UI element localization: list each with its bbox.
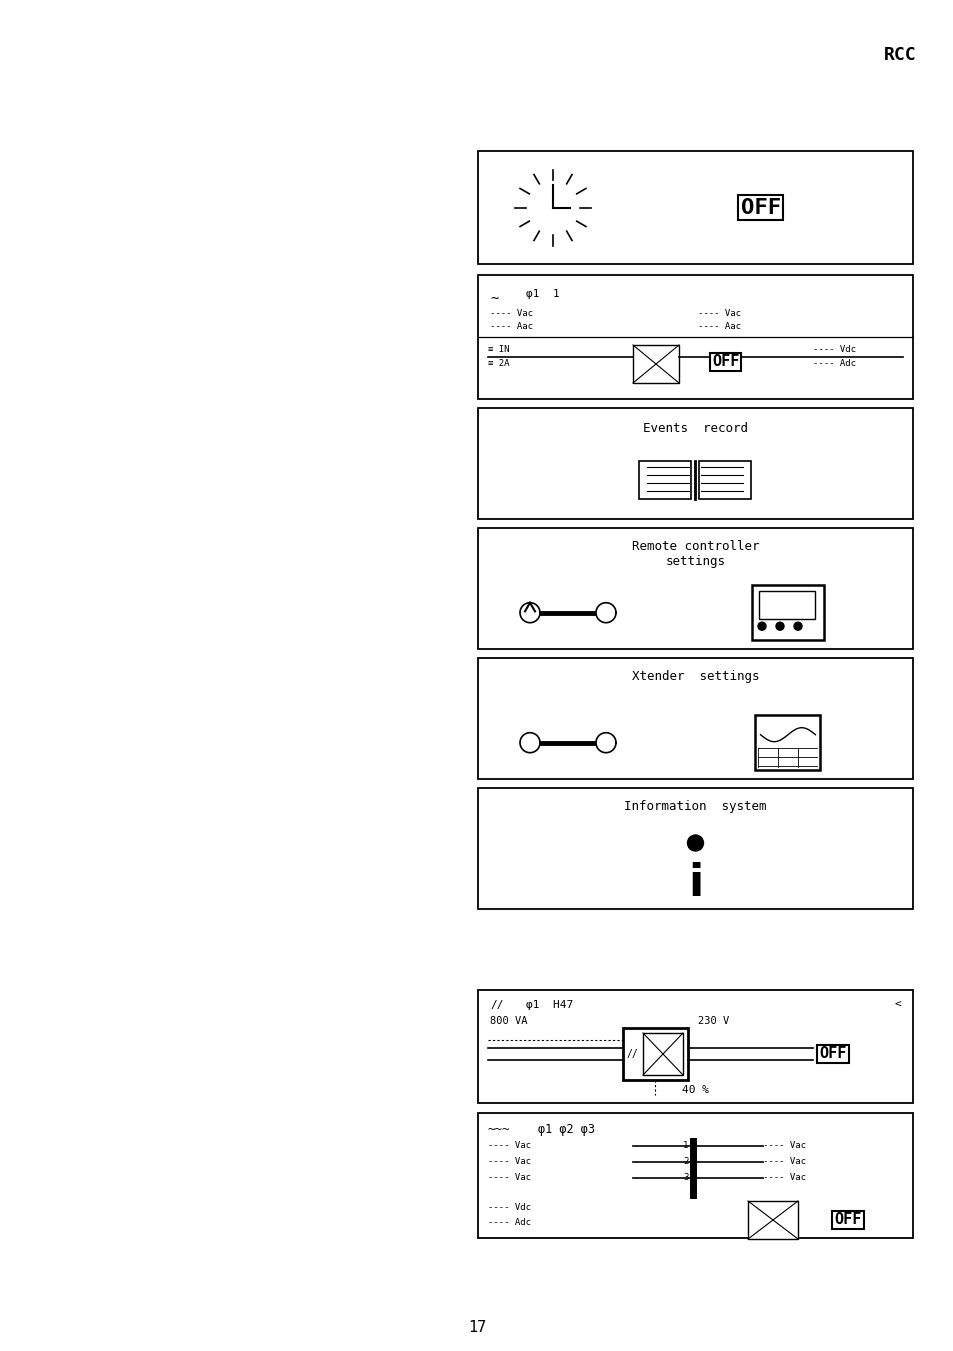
Circle shape (775, 623, 783, 630)
Bar (477, 276, 912, 399)
Text: //: // (626, 1048, 639, 1059)
Text: ≡ 2A: ≡ 2A (488, 359, 509, 367)
Text: ---- Vac: ---- Vac (488, 1156, 531, 1166)
Text: 3: 3 (682, 1173, 688, 1182)
Text: ---- Adc: ---- Adc (812, 359, 855, 367)
Bar (477, 990, 912, 1102)
Bar (699, 461, 751, 499)
Text: OFF: OFF (740, 197, 780, 218)
Text: φ1  1: φ1 1 (525, 289, 559, 299)
Bar (747, 1201, 797, 1239)
Bar (477, 151, 912, 263)
Bar (477, 408, 912, 519)
Text: ---- Vac: ---- Vac (762, 1173, 805, 1182)
Text: ---- Vac: ---- Vac (488, 1142, 531, 1150)
Text: OFF: OFF (712, 354, 739, 370)
Bar (477, 658, 912, 780)
Text: //: // (490, 1000, 503, 1011)
Text: ---- Vac: ---- Vac (762, 1142, 805, 1150)
Text: ---- Vdc: ---- Vdc (812, 345, 855, 354)
Text: i: i (687, 862, 702, 905)
Text: ~~~: ~~~ (488, 1123, 510, 1136)
Text: 800 VA: 800 VA (490, 1016, 527, 1025)
Text: 17: 17 (467, 1320, 486, 1336)
Bar (759, 592, 814, 619)
Text: φ1 φ2 φ3: φ1 φ2 φ3 (537, 1123, 595, 1136)
Polygon shape (519, 732, 539, 753)
Text: ---- Adc: ---- Adc (488, 1219, 531, 1227)
Text: 2: 2 (682, 1156, 688, 1166)
Polygon shape (519, 603, 539, 623)
Bar (622, 1028, 687, 1079)
Text: OFF: OFF (819, 1047, 846, 1062)
Circle shape (793, 623, 801, 630)
Text: 1: 1 (682, 1142, 688, 1150)
Text: Xtender  settings: Xtender settings (631, 670, 759, 684)
Bar (642, 1034, 682, 1075)
Circle shape (687, 835, 702, 851)
Text: RCC: RCC (882, 46, 915, 63)
Text: ≡ IN: ≡ IN (488, 345, 509, 354)
Circle shape (758, 623, 765, 630)
Text: Remote controller: Remote controller (631, 540, 759, 553)
Bar (477, 528, 912, 648)
Text: ---- Vac: ---- Vac (490, 309, 533, 317)
Bar (751, 585, 823, 640)
Text: ---- Vac: ---- Vac (762, 1156, 805, 1166)
Text: Information  system: Information system (623, 800, 766, 813)
Bar (477, 788, 912, 909)
Text: OFF: OFF (834, 1212, 861, 1228)
Polygon shape (596, 603, 616, 623)
Text: ---- Vac: ---- Vac (488, 1173, 531, 1182)
Text: ∼: ∼ (490, 290, 497, 305)
Text: 230 V: 230 V (698, 1016, 728, 1025)
Text: ---- Aac: ---- Aac (490, 322, 533, 331)
Bar (755, 715, 820, 770)
Bar (477, 1113, 912, 1238)
Text: 40 %: 40 % (681, 1085, 708, 1096)
Text: <: < (894, 1000, 901, 1011)
Text: Events  record: Events record (642, 422, 747, 435)
Text: ---- Vdc: ---- Vdc (488, 1202, 531, 1212)
Polygon shape (596, 732, 616, 753)
Text: ---- Vac: ---- Vac (698, 309, 740, 317)
Bar (639, 461, 691, 499)
Text: ---- Aac: ---- Aac (698, 322, 740, 331)
Bar (633, 345, 679, 382)
Text: settings: settings (665, 555, 724, 567)
Text: φ1  H47: φ1 H47 (525, 1000, 573, 1011)
